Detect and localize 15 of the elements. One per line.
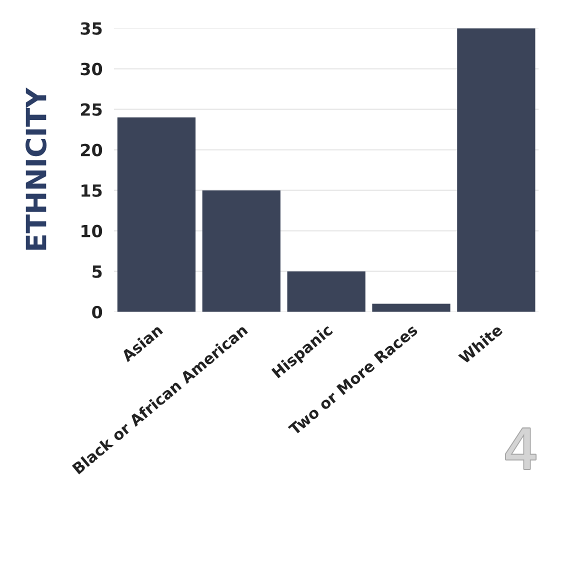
- y-axis-title: ETHNICITY: [26, 88, 47, 250]
- y-tick-label: 25: [81, 103, 102, 116]
- y-tick-label: 5: [92, 266, 102, 278]
- y-tick-label: 10: [82, 224, 102, 238]
- y-tick-label: 20: [81, 144, 102, 156]
- bar: [457, 28, 536, 312]
- y-tick-label: 30: [80, 62, 102, 76]
- text: 4: [506, 428, 536, 469]
- y-tick-label: 0: [92, 306, 102, 318]
- bar: [372, 304, 450, 312]
- y-tick-label: 35: [80, 22, 102, 35]
- bar: [287, 271, 366, 312]
- bar: [202, 190, 280, 312]
- bar: [117, 117, 196, 312]
- y-tick-label: 15: [82, 184, 102, 197]
